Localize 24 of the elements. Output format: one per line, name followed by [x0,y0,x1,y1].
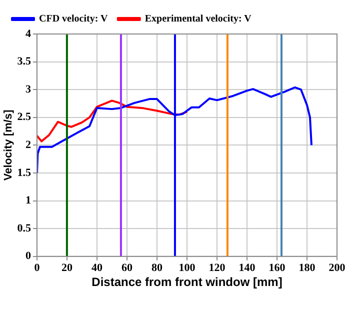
x-tick-label: 100 [178,262,196,274]
legend-label: CFD velocity: V [39,14,108,25]
x-tick-label: 160 [268,262,286,274]
x-tick-label: 80 [151,262,163,274]
x-tick-label: 140 [238,262,256,274]
x-tick-label: 60 [121,262,133,274]
legend-label: Experimental velocity: V [144,14,252,25]
x-tick-label: 0 [34,262,40,274]
y-axis-title: Velocity [m/s] [2,109,15,181]
y-tick-label: 0.5 [17,222,32,234]
y-tick-label: 2 [25,139,32,152]
y-tick-label: 0 [25,250,32,262]
y-tick-label: 4 [25,28,32,40]
x-axis-title: Distance from front window [mm] [92,275,282,290]
y-tick-label: 2.5 [17,111,32,124]
x-tick-label: 20 [61,262,73,274]
y-tick-label: 1 [25,194,31,207]
x-tick-label: 40 [91,262,103,274]
x-tick-label: 200 [328,262,346,274]
y-tick-label: 3 [25,83,32,96]
x-tick-label: 120 [208,262,226,274]
x-tick-label: 180 [298,262,316,274]
y-tick-label: 3.5 [17,56,32,68]
y-tick-label: 1.5 [17,166,32,179]
